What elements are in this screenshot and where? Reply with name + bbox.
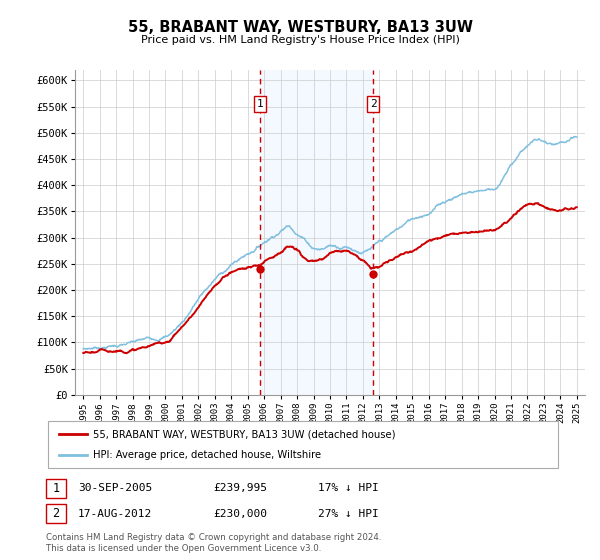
Text: 17% ↓ HPI: 17% ↓ HPI [318,483,379,493]
Text: 1: 1 [257,99,263,109]
Text: £239,995: £239,995 [213,483,267,493]
Text: 2: 2 [370,99,376,109]
Text: 30-SEP-2005: 30-SEP-2005 [78,483,152,493]
Bar [260,70,373,395]
Text: Contains HM Land Registry data © Crown copyright and database right 2024.: Contains HM Land Registry data © Crown c… [46,533,382,542]
Text: 55, BRABANT WAY, WESTBURY, BA13 3UW (detached house): 55, BRABANT WAY, WESTBURY, BA13 3UW (det… [93,429,395,439]
Text: £230,000: £230,000 [213,508,267,519]
Text: 27% ↓ HPI: 27% ↓ HPI [318,508,379,519]
Text: Price paid vs. HM Land Registry's House Price Index (HPI): Price paid vs. HM Land Registry's House … [140,35,460,45]
Text: This data is licensed under the Open Government Licence v3.0.: This data is licensed under the Open Gov… [46,544,322,553]
Text: 17-AUG-2012: 17-AUG-2012 [78,508,152,519]
Text: 1: 1 [53,482,59,495]
Text: 2: 2 [53,507,59,520]
Text: 55, BRABANT WAY, WESTBURY, BA13 3UW: 55, BRABANT WAY, WESTBURY, BA13 3UW [128,20,473,35]
Text: HPI: Average price, detached house, Wiltshire: HPI: Average price, detached house, Wilt… [93,450,321,460]
